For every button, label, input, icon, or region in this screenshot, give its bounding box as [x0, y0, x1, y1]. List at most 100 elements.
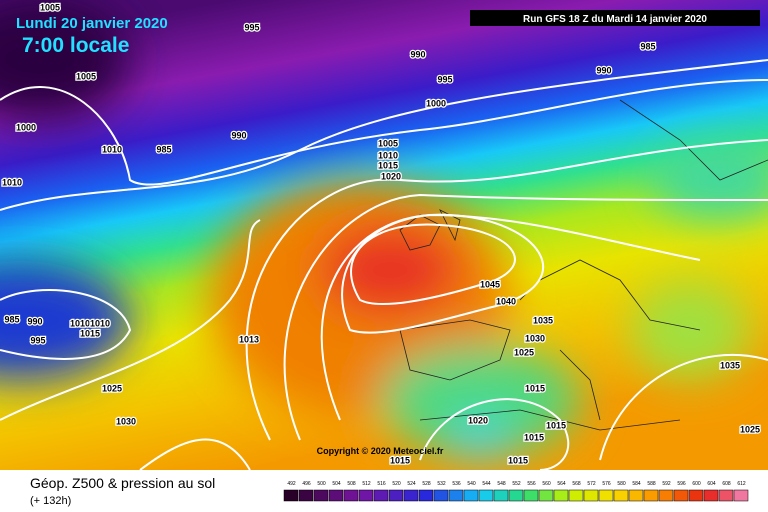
scale-label: 608 — [722, 481, 731, 487]
scale-label: 512 — [362, 481, 371, 487]
isobar-label: 990 — [410, 49, 425, 59]
scale-label: 540 — [467, 481, 476, 487]
scale-swatch — [358, 489, 374, 502]
isobar-label: 1013 — [239, 334, 259, 344]
isobar-label: 1010 — [102, 144, 122, 154]
isobar-label: 990 — [231, 130, 246, 140]
scale-swatch — [508, 489, 524, 502]
isobar-label: 1035 — [720, 360, 740, 370]
isobar-label: 985 — [4, 314, 19, 324]
isobar-label: 985 — [156, 144, 171, 154]
scale-swatch — [568, 489, 584, 502]
scale-label: 596 — [677, 481, 686, 487]
isobars — [0, 59, 768, 471]
isobar-label: 1030 — [525, 333, 545, 343]
scale-swatch — [403, 489, 419, 502]
product: Géop. Z500 & pression au sol — [30, 475, 215, 491]
isobar-label: 995 — [30, 335, 45, 345]
scale-swatch — [553, 489, 569, 502]
scale-label: 520 — [392, 481, 401, 487]
isobar-label: 1015 — [390, 455, 410, 465]
isobar-label: 1015 — [546, 420, 566, 430]
copyright: Copyright © 2020 Meteociel.fr — [317, 446, 444, 456]
isobar-label: 1045 — [480, 279, 500, 289]
scale-label: 532 — [437, 481, 446, 487]
scale-label: 492 — [287, 481, 296, 487]
isobar-label: 1025 — [740, 424, 760, 434]
scale-label: 536 — [452, 481, 461, 487]
isobar-label: 1025 — [514, 347, 534, 357]
valid-time: 7:00 locale — [22, 34, 129, 57]
field — [0, 0, 768, 470]
isobar-label: 1015 — [80, 328, 100, 338]
scale-label: 516 — [377, 481, 386, 487]
coastlines — [399, 99, 768, 431]
scale-swatch — [733, 489, 749, 502]
isobar-label: 1010 — [90, 318, 110, 328]
isobar-label: 1015 — [508, 455, 528, 465]
scale-swatch — [673, 489, 689, 502]
scale-swatch — [478, 489, 494, 502]
isobar-label: 1015 — [378, 160, 398, 170]
lead-time: (+ 132h) — [30, 495, 71, 507]
scale-label: 592 — [662, 481, 671, 487]
isobar-label: 1010 — [70, 318, 90, 328]
scale-label: 548 — [497, 481, 506, 487]
scale-label: 524 — [407, 481, 416, 487]
scale-swatch — [493, 489, 509, 502]
scale-label: 560 — [542, 481, 551, 487]
scale-label: 496 — [302, 481, 311, 487]
scale-label: 576 — [602, 481, 611, 487]
isobar-label: 1000 — [16, 122, 36, 132]
scale-label: 588 — [647, 481, 656, 487]
scale-swatch — [298, 489, 314, 502]
run-info: Run GFS 18 Z du Mardi 14 janvier 2020 — [523, 14, 707, 25]
isobar-label: 1025 — [102, 383, 122, 393]
color-scale: 492 496 500 504 508 512 516 520 524 528 532 536 540 5… — [283, 481, 749, 502]
scale-label: 564 — [557, 481, 566, 487]
scale-swatch — [688, 489, 704, 502]
scale-label: 544 — [482, 481, 491, 487]
scale-swatch — [418, 489, 434, 502]
isobar-label: 1030 — [116, 416, 136, 426]
scale-swatch — [388, 489, 404, 502]
scale-swatch — [373, 489, 389, 502]
scale-swatch — [523, 489, 539, 502]
scale-label: 604 — [707, 481, 716, 487]
scale-swatch — [718, 489, 734, 502]
run-box — [470, 10, 760, 26]
isobar-label: 985 — [640, 41, 655, 51]
scale-swatch — [463, 489, 479, 502]
isobar-label: 1010 — [378, 150, 398, 160]
scale-swatch — [283, 489, 299, 502]
scale-swatch — [598, 489, 614, 502]
isobar-label: 1040 — [496, 296, 516, 306]
scale-swatch — [328, 489, 344, 502]
isobar-label: 1005 — [76, 71, 96, 81]
scale-label: 500 — [317, 481, 326, 487]
isobar-label: 1000 — [426, 98, 446, 108]
scale-swatch — [448, 489, 464, 502]
scale-swatch — [313, 489, 329, 502]
scale-label: 568 — [572, 481, 581, 487]
isobar-label: 995 — [244, 22, 259, 32]
scale-label: 504 — [332, 481, 341, 487]
scale-label: 528 — [422, 481, 431, 487]
scale-swatch — [613, 489, 629, 502]
isobar-label: 1020 — [468, 415, 488, 425]
scale-swatch — [628, 489, 644, 502]
isobar-label: 1015 — [524, 432, 544, 442]
scale-label: 612 — [737, 481, 746, 487]
scale-label: 584 — [632, 481, 641, 487]
scale-swatch — [643, 489, 659, 502]
scale-swatch — [583, 489, 599, 502]
valid-date: Lundi 20 janvier 2020 — [16, 15, 168, 32]
scale-label: 600 — [692, 481, 701, 487]
scale-label: 508 — [347, 481, 356, 487]
scale-swatch — [433, 489, 449, 502]
scale-label: 580 — [617, 481, 626, 487]
scale-swatch — [703, 489, 719, 502]
scale-label: 552 — [512, 481, 521, 487]
isobar-label: 1035 — [533, 315, 553, 325]
